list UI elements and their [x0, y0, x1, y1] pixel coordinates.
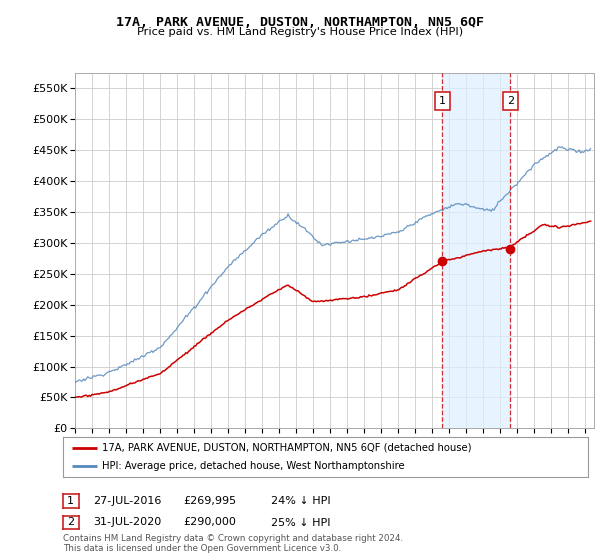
Text: 2: 2 — [67, 517, 74, 528]
Text: 17A, PARK AVENUE, DUSTON, NORTHAMPTON, NN5 6QF: 17A, PARK AVENUE, DUSTON, NORTHAMPTON, N… — [116, 16, 484, 29]
Text: 2: 2 — [507, 96, 514, 106]
Bar — [442, 73, 510, 428]
Text: 17A, PARK AVENUE, DUSTON, NORTHAMPTON, NN5 6QF (detached house): 17A, PARK AVENUE, DUSTON, NORTHAMPTON, N… — [103, 443, 472, 452]
Text: 24% ↓ HPI: 24% ↓ HPI — [271, 496, 330, 506]
Text: HPI: Average price, detached house, West Northamptonshire: HPI: Average price, detached house, West… — [103, 461, 405, 471]
Text: £269,995: £269,995 — [184, 496, 237, 506]
Text: 25% ↓ HPI: 25% ↓ HPI — [271, 517, 330, 528]
Text: 31-JUL-2020: 31-JUL-2020 — [94, 517, 162, 528]
Text: Contains HM Land Registry data © Crown copyright and database right 2024.
This d: Contains HM Land Registry data © Crown c… — [63, 534, 403, 553]
Text: 1: 1 — [67, 496, 74, 506]
Text: Price paid vs. HM Land Registry's House Price Index (HPI): Price paid vs. HM Land Registry's House … — [137, 27, 463, 37]
Text: 27-JUL-2016: 27-JUL-2016 — [94, 496, 162, 506]
Text: £290,000: £290,000 — [184, 517, 236, 528]
Text: 1: 1 — [439, 96, 446, 106]
